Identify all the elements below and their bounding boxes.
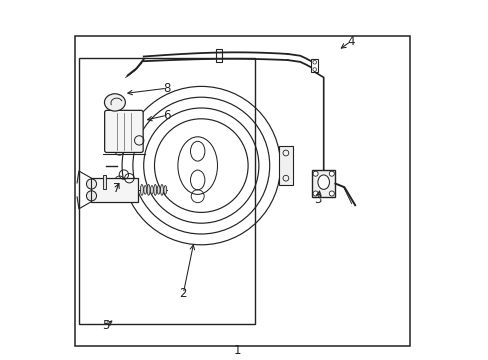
Circle shape — [86, 191, 96, 201]
Text: 6: 6 — [163, 109, 170, 122]
Bar — [91, 178, 138, 202]
Text: 3: 3 — [314, 193, 321, 206]
Text: 2: 2 — [179, 287, 187, 300]
FancyBboxPatch shape — [104, 110, 143, 153]
Ellipse shape — [160, 184, 163, 195]
Ellipse shape — [317, 175, 329, 189]
Bar — [311, 170, 335, 197]
Ellipse shape — [157, 185, 160, 194]
Text: 8: 8 — [163, 82, 170, 95]
Ellipse shape — [143, 185, 146, 194]
Circle shape — [86, 179, 96, 189]
Circle shape — [328, 191, 334, 196]
Ellipse shape — [140, 184, 143, 195]
Ellipse shape — [163, 185, 166, 194]
Ellipse shape — [154, 184, 156, 195]
Text: 5: 5 — [102, 319, 109, 332]
Ellipse shape — [150, 185, 153, 194]
Bar — [103, 175, 105, 189]
Circle shape — [328, 171, 334, 176]
Ellipse shape — [147, 184, 150, 195]
Text: 1: 1 — [233, 345, 241, 357]
Bar — [310, 59, 318, 72]
Circle shape — [312, 171, 318, 176]
Text: 4: 4 — [346, 35, 354, 48]
Bar — [79, 58, 255, 324]
Bar — [75, 36, 409, 346]
Bar — [278, 146, 292, 185]
Text: 7: 7 — [113, 183, 120, 195]
Bar — [216, 49, 222, 62]
Circle shape — [312, 191, 318, 196]
Ellipse shape — [104, 94, 125, 111]
